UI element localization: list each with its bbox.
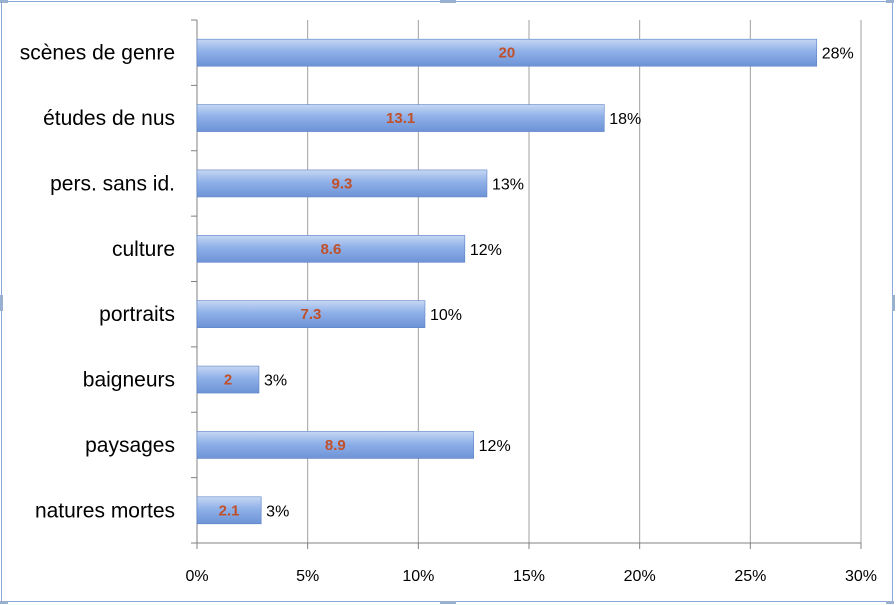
bar-percent-label: 13% <box>492 176 524 193</box>
bar <box>196 300 426 328</box>
category-label: études de nus <box>43 107 175 130</box>
bar-percent-label: 12% <box>470 242 502 259</box>
bar <box>196 496 262 525</box>
axes <box>191 19 862 549</box>
bars <box>196 38 818 525</box>
resize-handle[interactable] <box>440 0 456 3</box>
category-label: portraits <box>99 303 175 326</box>
resize-handle[interactable] <box>440 601 456 604</box>
bar-percent-label: 3% <box>264 373 287 390</box>
bar-value-label: 7.3 <box>301 306 322 323</box>
bar <box>196 431 474 459</box>
category-label: baigneurs <box>83 369 175 392</box>
bar-value-label: 8.9 <box>325 437 346 454</box>
bar <box>196 365 260 394</box>
category-label: scènes de genre <box>20 42 175 65</box>
x-tick-label: 25% <box>734 568 766 585</box>
gridlines <box>307 20 862 543</box>
category-label: paysages <box>85 434 175 457</box>
x-tick-label: 0% <box>185 568 208 585</box>
resize-handle[interactable] <box>0 295 3 311</box>
bar <box>196 169 488 198</box>
bar-percent-label: 28% <box>822 46 854 63</box>
resize-handle[interactable] <box>886 601 894 604</box>
bar-percent-label: 12% <box>479 438 511 455</box>
bar-percent-label: 10% <box>430 307 462 324</box>
x-tick-label: 5% <box>296 568 319 585</box>
x-tick-label: 20% <box>624 568 656 585</box>
category-label: natures mortes <box>35 499 175 522</box>
resize-handle[interactable] <box>0 0 8 3</box>
bar-value-label: 2 <box>224 372 232 389</box>
bar <box>196 104 605 132</box>
x-tick-label: 30% <box>845 568 877 585</box>
bar-value-label: 9.3 <box>332 175 353 192</box>
bar <box>196 235 466 263</box>
bar-value-label: 2.1 <box>219 502 240 519</box>
bar-percent-label: 3% <box>266 503 289 520</box>
x-tick-label: 15% <box>513 568 545 585</box>
bar-value-label: 20 <box>499 45 516 62</box>
bar-value-label: 8.6 <box>320 241 341 258</box>
bar <box>196 38 818 67</box>
bar-value-label: 13.1 <box>386 110 415 127</box>
x-tick-label: 10% <box>402 568 434 585</box>
category-label: pers. sans id. <box>50 172 175 195</box>
labels: 0% 5% 10% 15% 20% 25% 30% scènes de genre 20 28% é… <box>20 42 877 585</box>
category-label: culture <box>112 238 175 261</box>
resize-handle[interactable] <box>892 295 895 311</box>
bar-percent-label: 18% <box>609 111 641 128</box>
resize-handle[interactable] <box>886 0 894 3</box>
resize-handle[interactable] <box>0 601 8 604</box>
